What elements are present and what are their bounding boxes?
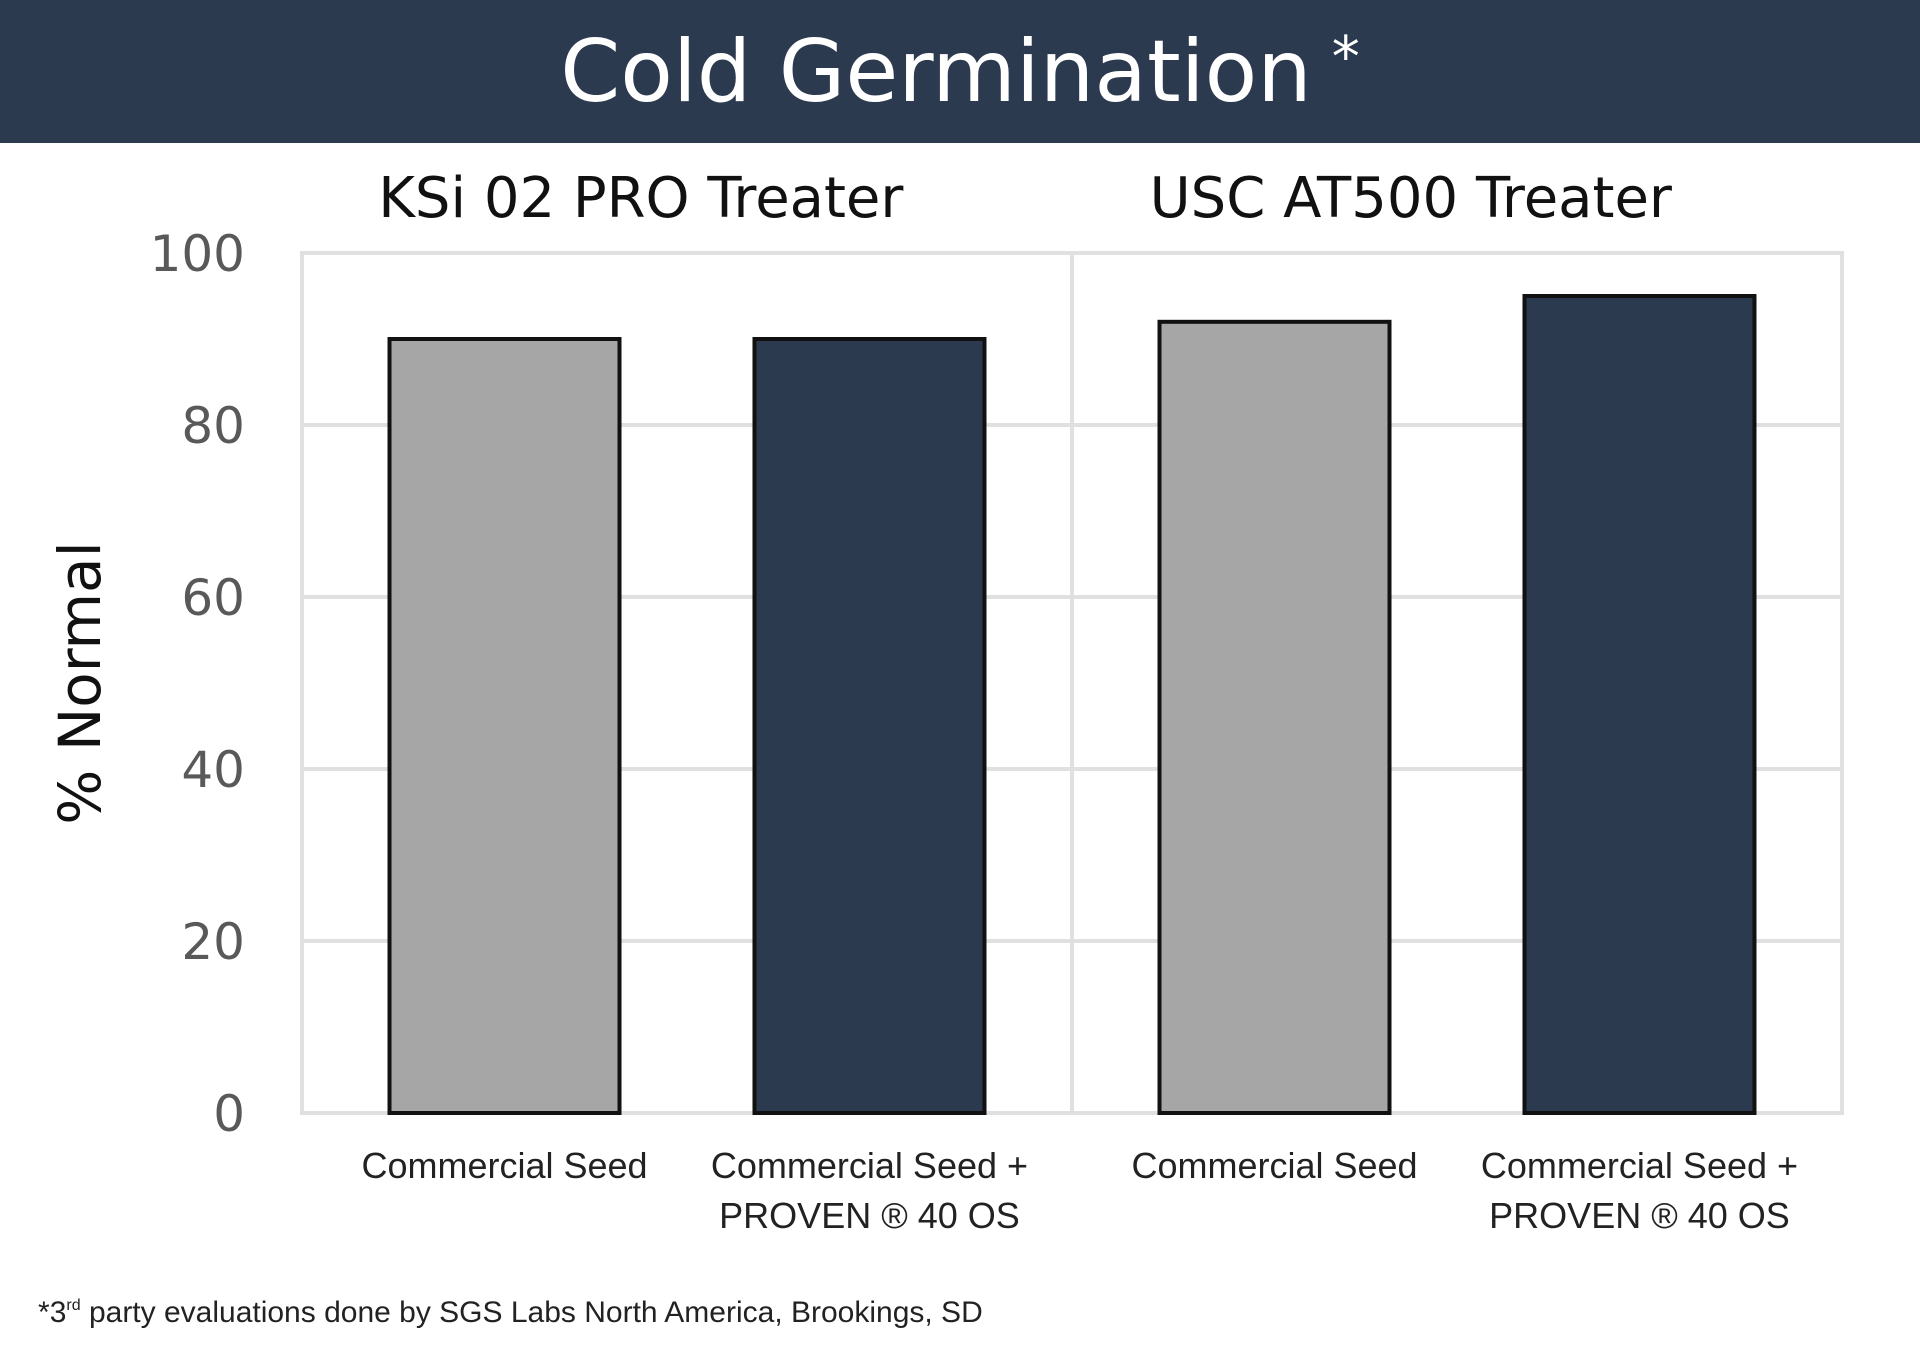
bar	[1522, 294, 1757, 1115]
panel-title: KSi 02 PRO Treater	[378, 166, 904, 231]
bar	[752, 337, 987, 1115]
footnote-mark: *	[38, 1296, 50, 1329]
bar	[387, 337, 622, 1115]
x-category-label: Commercial Seed +	[711, 1145, 1028, 1186]
panel-frame	[1070, 251, 1844, 1115]
footnote: *3rd party evaluations done by SGS Labs …	[38, 1296, 983, 1330]
title-banner: Cold Germination *	[0, 0, 1920, 143]
bar	[1157, 319, 1392, 1116]
title-footnote-mark: *	[1331, 25, 1360, 90]
x-category-label: Commercial Seed	[1131, 1145, 1417, 1186]
x-category-label: PROVEN ® 40 OS	[1489, 1195, 1790, 1236]
x-category-label: Commercial Seed +	[1481, 1145, 1798, 1186]
y-tick-label: 80	[181, 397, 245, 455]
footnote-ordinal-number: 3	[49, 1296, 67, 1329]
panel-title: USC AT500 Treater	[1150, 166, 1673, 231]
x-category-label: PROVEN ® 40 OS	[719, 1195, 1020, 1236]
y-tick-label: 20	[181, 913, 245, 971]
footnote-ordinal-suffix: rd	[66, 1297, 81, 1314]
chart: 0 20 40 60 80 100 % Normal KSi 02 PRO Treater Co…	[46, 166, 1844, 1236]
chart-title: Cold Germination	[560, 21, 1312, 122]
y-axis-label: % Normal	[46, 541, 114, 824]
y-tick-label: 0	[213, 1085, 245, 1143]
y-tick-label: 60	[181, 569, 245, 627]
y-tick-label: 40	[181, 741, 245, 799]
y-tick-label: 100	[150, 225, 245, 283]
x-category-label: Commercial Seed	[361, 1145, 647, 1186]
footnote-text: party evaluations done by SGS Labs North…	[80, 1296, 983, 1329]
